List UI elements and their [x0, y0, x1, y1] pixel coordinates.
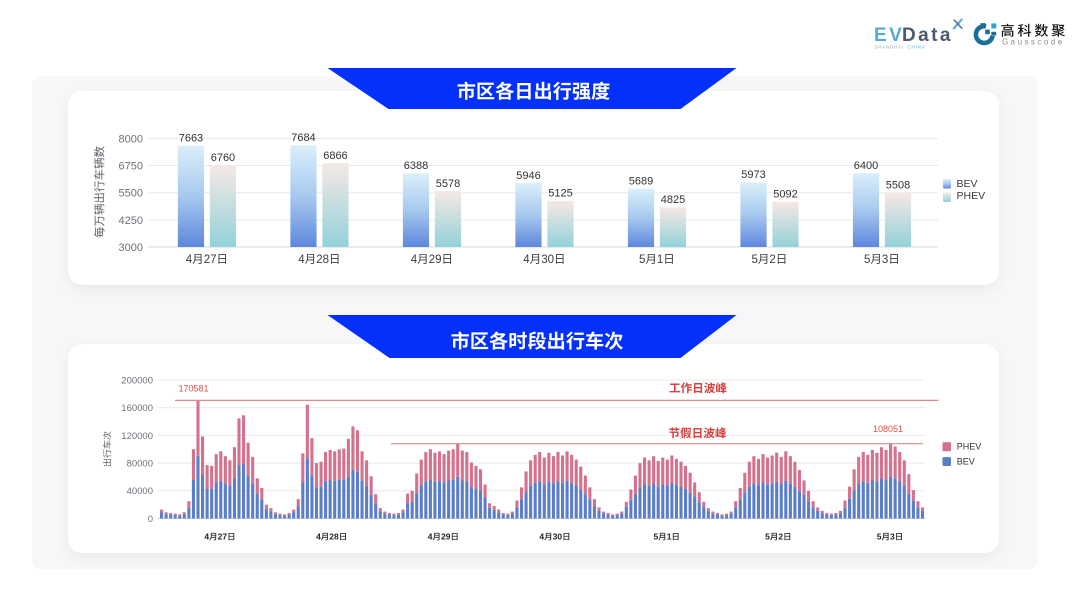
svg-text:3: 3: [890, 532, 895, 542]
svg-text:170581: 170581: [179, 384, 209, 394]
svg-text:Gausscode: Gausscode: [1002, 38, 1065, 47]
svg-text:5: 5: [654, 532, 659, 542]
svg-text:5: 5: [639, 254, 645, 266]
svg-text:27: 27: [204, 254, 217, 266]
svg-text:30: 30: [553, 532, 563, 542]
svg-text:5092: 5092: [773, 188, 797, 200]
svg-text:4: 4: [298, 254, 305, 266]
svg-text:4: 4: [316, 532, 321, 542]
svg-text:0: 0: [148, 514, 153, 525]
svg-text:5125: 5125: [548, 188, 572, 200]
svg-text:5: 5: [752, 254, 758, 266]
svg-text:6400: 6400: [854, 160, 878, 172]
svg-text:6388: 6388: [404, 160, 428, 172]
svg-text:5508: 5508: [886, 179, 910, 191]
svg-text:BEV: BEV: [957, 457, 975, 467]
svg-text:PHEV: PHEV: [957, 190, 986, 202]
svg-text:5: 5: [765, 532, 770, 542]
svg-text:28: 28: [329, 532, 339, 542]
svg-text:8000: 8000: [119, 133, 143, 145]
svg-text:27: 27: [218, 532, 228, 542]
svg-text:EV: EV: [874, 25, 904, 46]
svg-text:Data: Data: [902, 25, 953, 46]
svg-text:BEV: BEV: [957, 178, 978, 190]
svg-text:CHINA: CHINA: [908, 44, 926, 49]
svg-text:3000: 3000: [119, 242, 143, 254]
svg-text:5578: 5578: [436, 178, 460, 190]
svg-text:160000: 160000: [121, 403, 153, 414]
svg-text:4: 4: [204, 532, 209, 542]
svg-text:4: 4: [539, 532, 544, 542]
svg-text:5946: 5946: [516, 170, 540, 182]
svg-text:5500: 5500: [119, 188, 143, 200]
svg-text:4: 4: [523, 254, 530, 266]
svg-text:4: 4: [186, 254, 193, 266]
svg-text:4250: 4250: [119, 215, 143, 227]
svg-text:5: 5: [864, 254, 870, 266]
svg-text:40000: 40000: [127, 486, 153, 497]
svg-text:108051: 108051: [873, 424, 903, 434]
svg-text:3: 3: [882, 254, 888, 266]
svg-text:5973: 5973: [741, 169, 765, 181]
svg-text:6866: 6866: [323, 150, 347, 162]
svg-text:200000: 200000: [121, 375, 153, 386]
svg-text:2: 2: [769, 254, 775, 266]
svg-text:6750: 6750: [119, 160, 143, 172]
svg-text:80000: 80000: [127, 459, 153, 470]
svg-text:1: 1: [657, 254, 663, 266]
svg-text:7684: 7684: [291, 132, 315, 144]
svg-text:120000: 120000: [121, 431, 153, 442]
svg-text:30: 30: [541, 254, 554, 266]
svg-text:28: 28: [316, 254, 329, 266]
svg-text:7663: 7663: [179, 133, 203, 145]
svg-text:4: 4: [411, 254, 418, 266]
svg-text:1: 1: [667, 532, 672, 542]
svg-text:4825: 4825: [661, 194, 685, 206]
svg-text:4: 4: [428, 532, 433, 542]
svg-text:6760: 6760: [211, 152, 235, 164]
svg-text:29: 29: [441, 532, 451, 542]
svg-text:29: 29: [429, 254, 442, 266]
svg-text:PHEV: PHEV: [957, 442, 982, 452]
svg-text:5: 5: [877, 532, 882, 542]
svg-text:SHANGHAI: SHANGHAI: [875, 44, 904, 49]
svg-text:5689: 5689: [629, 175, 653, 187]
svg-text:2: 2: [778, 532, 783, 542]
